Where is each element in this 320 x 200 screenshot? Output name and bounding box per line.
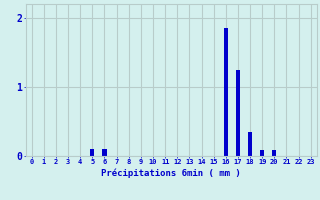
Bar bbox=[260, 150, 264, 156]
Bar bbox=[272, 150, 276, 156]
Bar bbox=[248, 132, 252, 156]
Bar bbox=[224, 28, 228, 156]
Bar bbox=[236, 70, 240, 156]
Bar bbox=[90, 149, 94, 156]
X-axis label: Précipitations 6min ( mm ): Précipitations 6min ( mm ) bbox=[101, 168, 241, 178]
Bar bbox=[102, 149, 107, 156]
